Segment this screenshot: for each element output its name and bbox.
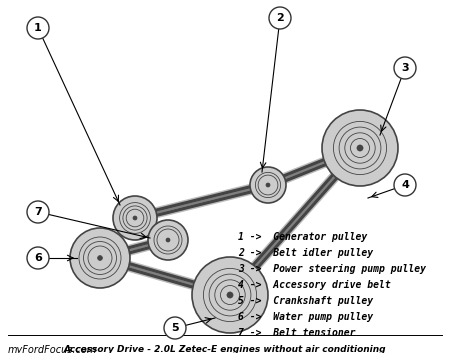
Text: 1 ->  Generator pulley: 1 -> Generator pulley <box>238 232 367 242</box>
Text: 6 ->  Water pump pulley: 6 -> Water pump pulley <box>238 312 373 322</box>
Circle shape <box>27 201 49 223</box>
Text: 4: 4 <box>401 180 409 190</box>
Text: 2: 2 <box>276 13 284 23</box>
Text: myFordFocus.com: myFordFocus.com <box>8 345 97 353</box>
Text: 3 ->  Power steering pump pulley: 3 -> Power steering pump pulley <box>238 264 426 274</box>
Circle shape <box>266 183 270 187</box>
Circle shape <box>98 256 103 261</box>
Circle shape <box>27 17 49 39</box>
Circle shape <box>250 167 286 203</box>
Text: 7 ->  Belt tensioner: 7 -> Belt tensioner <box>238 328 356 338</box>
Circle shape <box>269 7 291 29</box>
Circle shape <box>192 257 268 333</box>
Circle shape <box>133 216 137 220</box>
Circle shape <box>27 247 49 269</box>
Text: 6: 6 <box>34 253 42 263</box>
Circle shape <box>394 57 416 79</box>
Text: 1: 1 <box>34 23 42 33</box>
Circle shape <box>113 196 157 240</box>
Text: 5: 5 <box>171 323 179 333</box>
Circle shape <box>166 238 170 242</box>
Circle shape <box>148 220 188 260</box>
Circle shape <box>227 292 233 298</box>
Text: 2 ->  Belt idler pulley: 2 -> Belt idler pulley <box>238 248 373 258</box>
Text: 3: 3 <box>401 63 409 73</box>
Text: Accessory Drive - 2.0L Zetec-E engines without air conditioning: Accessory Drive - 2.0L Zetec-E engines w… <box>64 345 386 353</box>
Circle shape <box>394 174 416 196</box>
Text: 5 ->  Crankshaft pulley: 5 -> Crankshaft pulley <box>238 296 373 306</box>
Circle shape <box>322 110 398 186</box>
Circle shape <box>357 145 363 151</box>
Text: 7: 7 <box>34 207 42 217</box>
Circle shape <box>164 317 186 339</box>
Circle shape <box>70 228 130 288</box>
Text: 4 ->  Accessory drive belt: 4 -> Accessory drive belt <box>238 280 391 290</box>
